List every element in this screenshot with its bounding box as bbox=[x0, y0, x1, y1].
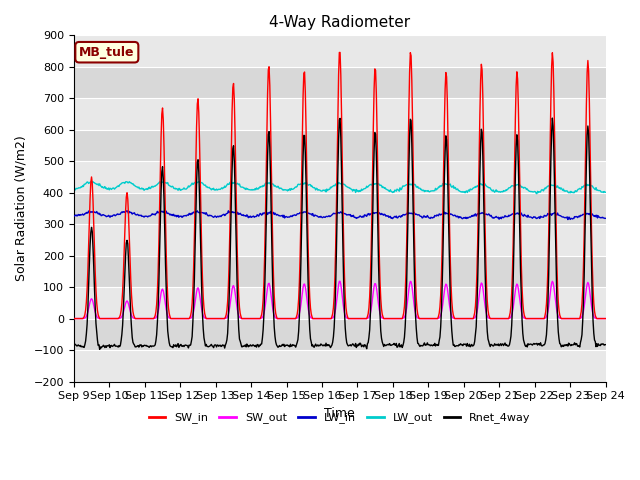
Legend: SW_in, SW_out, LW_in, LW_out, Rnet_4way: SW_in, SW_out, LW_in, LW_out, Rnet_4way bbox=[144, 408, 535, 428]
Bar bbox=[74, 67, 605, 98]
Title: 4-Way Radiometer: 4-Way Radiometer bbox=[269, 15, 410, 30]
Bar bbox=[74, 350, 605, 382]
Bar bbox=[74, 130, 605, 161]
Bar bbox=[74, 256, 605, 287]
Bar bbox=[74, 161, 605, 192]
X-axis label: Time: Time bbox=[324, 407, 355, 420]
Bar bbox=[74, 319, 605, 350]
Y-axis label: Solar Radiation (W/m2): Solar Radiation (W/m2) bbox=[15, 135, 28, 281]
Bar bbox=[74, 192, 605, 224]
Bar bbox=[74, 98, 605, 130]
Bar bbox=[74, 287, 605, 319]
Bar bbox=[74, 36, 605, 67]
Bar bbox=[74, 224, 605, 256]
Text: MB_tule: MB_tule bbox=[79, 46, 134, 59]
